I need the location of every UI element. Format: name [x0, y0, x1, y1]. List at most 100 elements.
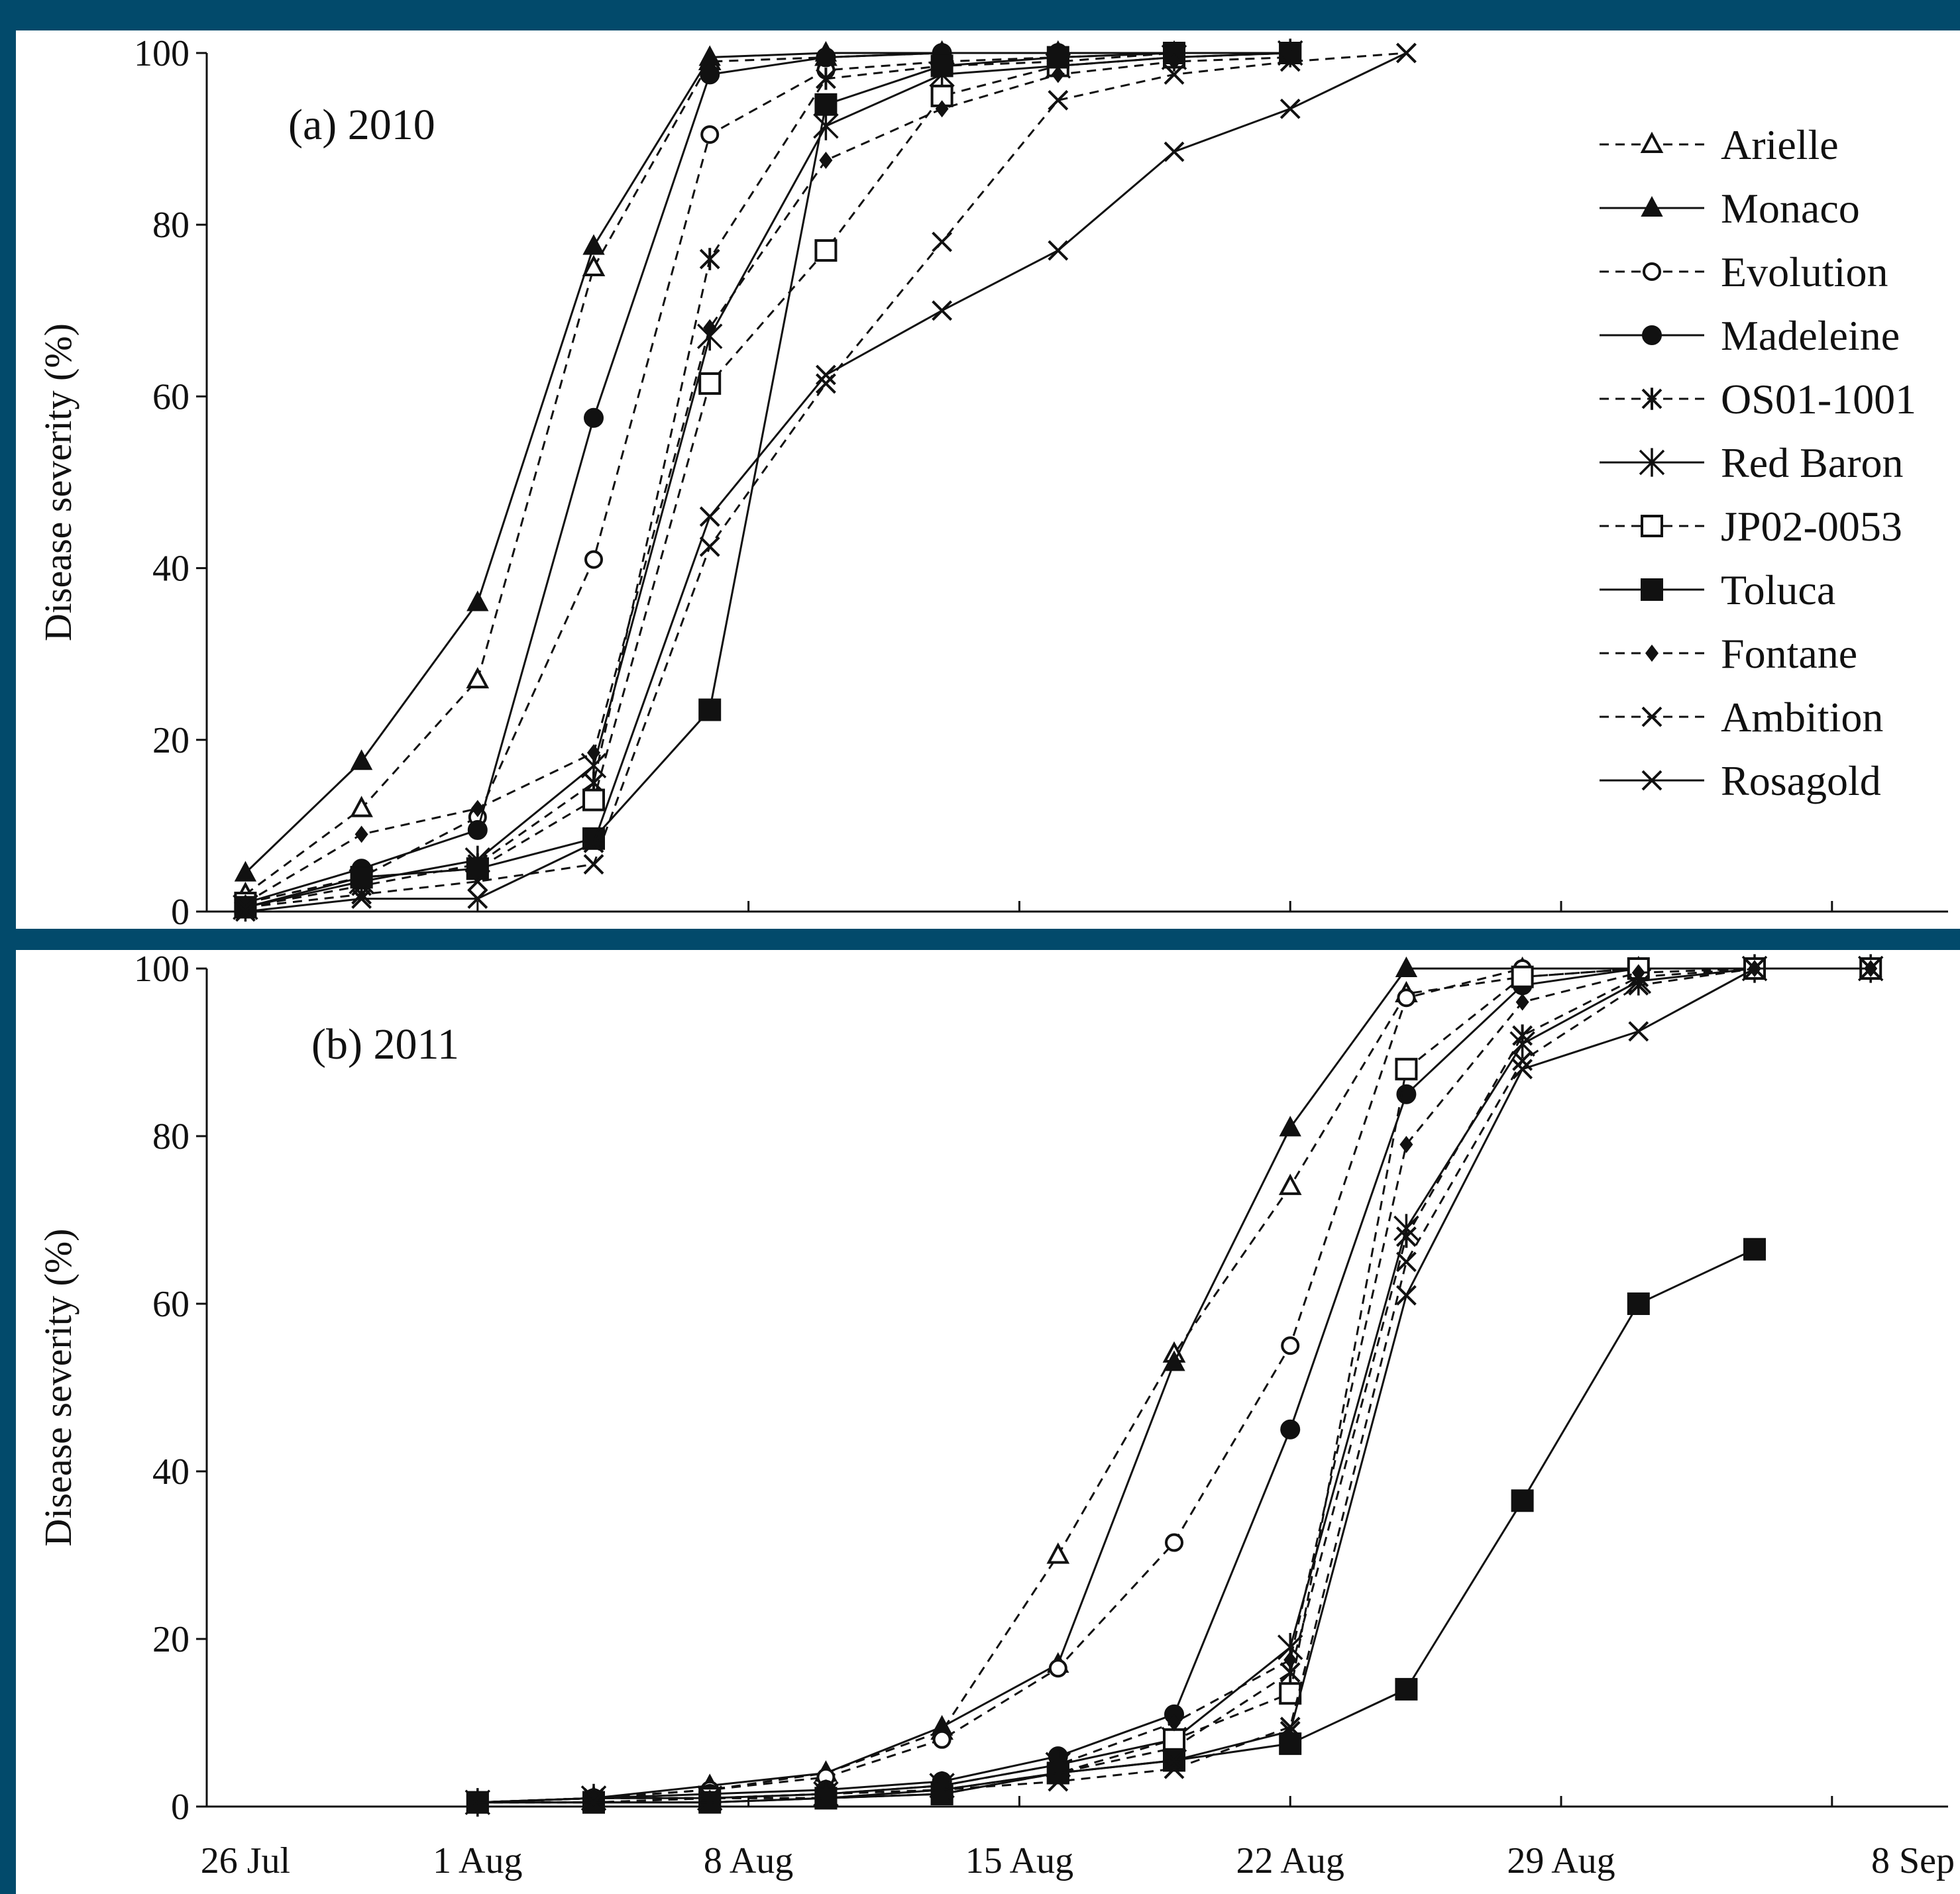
panel-b-point-ambition	[699, 1787, 720, 1809]
panel-b-point-rosagold	[932, 1779, 953, 1801]
panel-a-point-os01-1001	[815, 68, 836, 90]
panel-b-point-toluca	[1395, 1677, 1418, 1701]
panel-a-point-fontane	[1283, 48, 1297, 66]
panel-a-point-ambition	[235, 897, 256, 918]
panel-a-point-ambition	[699, 536, 720, 557]
legend-marker-fontane	[1645, 645, 1659, 662]
legend-label-jp02-0053: JP02-0053	[1721, 503, 1902, 550]
legend-label-madeleine: Madeleine	[1721, 312, 1900, 359]
panel-a-point-rosagold	[699, 506, 720, 527]
panel-b-point-evolution	[1165, 1533, 1183, 1552]
panel-b-y-axis-title: Disease severity (%)	[36, 1229, 80, 1547]
panel-a-point-fontane	[587, 744, 600, 762]
panel-b-point-rosagold	[1048, 1762, 1069, 1783]
panel-a-point-monaco	[234, 861, 257, 882]
panel-a-point-monaco	[582, 234, 605, 255]
panel-b-x-tick-label: 1 Aug	[433, 1840, 522, 1881]
panel-a-point-madeleine	[467, 819, 488, 840]
panel-b-point-rosagold	[1512, 1059, 1533, 1080]
panel-b-point-fontane	[1168, 1714, 1181, 1732]
panel-b-point-rosagold	[467, 1792, 488, 1813]
panel-b-point-rosagold	[1628, 1021, 1649, 1042]
legend-marker-evolution	[1643, 262, 1661, 281]
panel-a-background	[16, 30, 1960, 929]
panel-b-y-tick-label: 60	[152, 1284, 190, 1325]
panel-a-point-fontane	[703, 319, 717, 337]
panel-b-point-rosagold	[1279, 1720, 1301, 1742]
panel-b-x-tick-label: 15 Aug	[965, 1840, 1073, 1881]
panel-a-point-fontane	[1168, 52, 1181, 70]
panel-a-y-tick-label: 0	[171, 892, 190, 933]
panel-a-point-monaco	[466, 590, 489, 611]
panel-a-point-rosagold	[815, 364, 836, 386]
panel-b-point-evolution	[1397, 988, 1416, 1008]
legend-item-monaco: Monaco	[1600, 185, 1860, 232]
legend-marker-os01-1001	[1641, 388, 1662, 410]
legend-label-toluca: Toluca	[1721, 566, 1835, 613]
panel-b-point-ambition	[1048, 1771, 1069, 1792]
legend-item-rosagold: Rosagold	[1600, 757, 1881, 804]
panel-b-y-tick-label: 20	[152, 1619, 190, 1660]
panel-a-point-arielle	[466, 666, 490, 689]
panel-b-point-evolution	[932, 1730, 952, 1749]
panel-b-panel-label: (b) 2011	[311, 1020, 459, 1069]
panel-a-point-ambition	[351, 884, 372, 905]
legend-marker-red-baron	[1639, 448, 1665, 477]
panel-a-series-fontane	[239, 48, 1297, 912]
panel-a-point-toluca	[698, 698, 722, 721]
legend-marker-monaco	[1641, 195, 1663, 217]
panel-a-point-rosagold	[235, 901, 256, 922]
panel-a-point-rosagold	[1048, 240, 1069, 261]
panel-a-2010: 0 20 40 60 80 100 Disease severity (%) (a) 2010	[36, 33, 1948, 933]
legend: Arielle Monaco Evolution Madeleine OS01-1001…	[1600, 121, 1916, 804]
panel-a-point-fontane	[354, 825, 368, 843]
panel-b-x-tick-label: 22 Aug	[1236, 1840, 1344, 1881]
panel-b-point-red-baron	[1393, 1214, 1419, 1243]
legend-marker-toluca	[1641, 578, 1663, 601]
panel-b-point-rosagold	[1860, 958, 1881, 979]
panel-a-point-arielle	[350, 796, 373, 817]
legend-label-evolution: Evolution	[1721, 248, 1888, 295]
panel-b-series-rosagold	[467, 958, 1881, 1813]
legend-item-arielle: Arielle	[1600, 121, 1839, 168]
panel-b-point-fontane	[1515, 993, 1529, 1011]
panel-b-point-toluca	[1743, 1237, 1766, 1261]
panel-a-y-axis-title: Disease severity (%)	[36, 323, 80, 641]
panel-b-point-evolution	[1281, 1336, 1300, 1355]
panel-a-point-rosagold	[351, 888, 372, 909]
panel-a-panel-label: (a) 2010	[288, 101, 435, 149]
panel-a-point-jp02-0053	[582, 788, 605, 812]
panel-a-point-madeleine	[816, 47, 836, 68]
panel-b-point-arielle	[1046, 1542, 1070, 1564]
legend-item-evolution: Evolution	[1600, 248, 1888, 295]
panel-a-point-madeleine	[700, 64, 720, 85]
panel-b-point-fontane	[1631, 964, 1645, 982]
panel-b-point-evolution	[1048, 1659, 1067, 1678]
panel-b-point-monaco	[1163, 1350, 1185, 1371]
panel-a-series-line-ambition	[245, 52, 1407, 908]
panel-a-series-line-os01-1001	[245, 52, 1291, 908]
panel-a-y-tick-label: 40	[152, 549, 190, 590]
panel-b-point-fontane	[1283, 1651, 1297, 1669]
panel-a-point-toluca	[814, 93, 838, 116]
panel-a-point-toluca	[466, 857, 489, 880]
panel-a-point-toluca	[1046, 46, 1069, 69]
panel-b-background	[16, 950, 1960, 1894]
panel-b-2011: 0 20 40 60 80 100 26 Jul 1 Aug 8 Aug 15 Aug 22 Aug…	[36, 949, 1955, 1881]
panel-a-point-fontane	[470, 800, 484, 817]
panel-a-series-rosagold	[235, 42, 1417, 922]
legend-marker-madeleine	[1642, 325, 1662, 345]
panel-b-x-tick-label: 29 Aug	[1507, 1840, 1615, 1881]
panel-a-point-rosagold	[467, 888, 488, 909]
panel-b-x-tick-label: 8 Sep	[1871, 1840, 1955, 1881]
panel-a-y-tick-label: 60	[152, 376, 190, 417]
panel-a-series-line-toluca	[245, 52, 1291, 908]
panel-b-point-rosagold	[1395, 1285, 1417, 1306]
panel-a-point-rosagold	[1395, 42, 1417, 64]
panel-a-point-os01-1001	[699, 248, 720, 270]
legend-label-monaco: Monaco	[1721, 185, 1860, 232]
panel-b-point-toluca	[1279, 1732, 1302, 1756]
panel-a-point-ambition	[815, 373, 836, 394]
legend-marker-ambition	[1641, 706, 1662, 727]
